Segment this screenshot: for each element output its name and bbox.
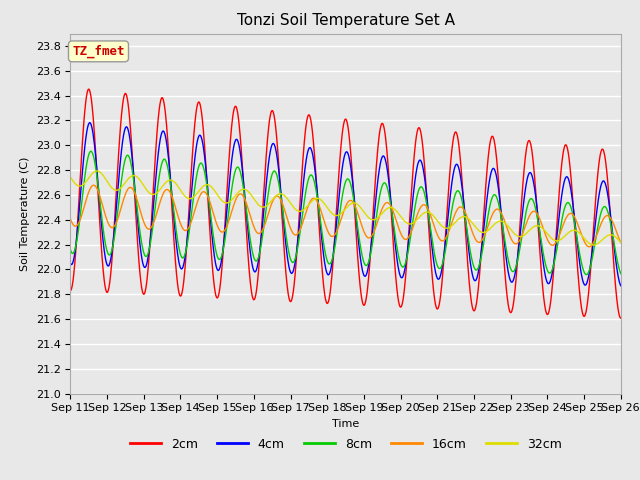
Title: Tonzi Soil Temperature Set A: Tonzi Soil Temperature Set A [237,13,454,28]
4cm [132,196,140,202]
2cm [312,169,319,175]
16cm [109,224,117,230]
16cm [67,216,74,222]
16cm [380,202,388,208]
16cm [300,215,308,221]
4cm [300,172,308,178]
8cm [380,180,388,186]
8cm [322,252,330,257]
8cm [617,271,625,276]
32cm [322,203,330,208]
Legend: 2cm, 4cm, 8cm, 16cm, 32cm: 2cm, 4cm, 8cm, 16cm, 32cm [125,433,566,456]
X-axis label: Time: Time [332,419,359,429]
8cm [67,247,74,252]
32cm [312,196,319,202]
2cm [67,288,74,293]
8cm [132,194,140,200]
2cm [380,124,388,130]
4cm [67,261,74,266]
4cm [322,265,330,271]
8cm [109,240,117,246]
32cm [67,174,74,180]
32cm [590,242,598,248]
4cm [380,154,388,159]
2cm [132,211,140,216]
Text: TZ_fmet: TZ_fmet [72,45,125,58]
Line: 16cm: 16cm [70,185,621,247]
8cm [87,148,95,154]
2cm [300,139,308,145]
16cm [90,182,97,188]
32cm [132,173,140,179]
2cm [85,86,93,92]
2cm [109,238,117,243]
2cm [322,297,330,302]
16cm [322,223,330,228]
Line: 8cm: 8cm [70,151,621,275]
16cm [586,244,593,250]
4cm [312,173,319,179]
8cm [300,198,308,204]
4cm [617,283,625,288]
16cm [132,193,140,199]
32cm [300,206,308,212]
8cm [582,272,590,277]
32cm [93,168,100,174]
32cm [617,240,625,245]
16cm [312,196,319,202]
4cm [86,120,93,126]
Y-axis label: Soil Temperature (C): Soil Temperature (C) [20,156,30,271]
32cm [109,186,117,192]
Line: 2cm: 2cm [70,89,621,318]
Line: 4cm: 4cm [70,123,621,286]
8cm [312,185,319,191]
4cm [109,237,117,243]
2cm [617,315,625,321]
32cm [380,208,388,214]
16cm [617,240,625,246]
Line: 32cm: 32cm [70,171,621,245]
